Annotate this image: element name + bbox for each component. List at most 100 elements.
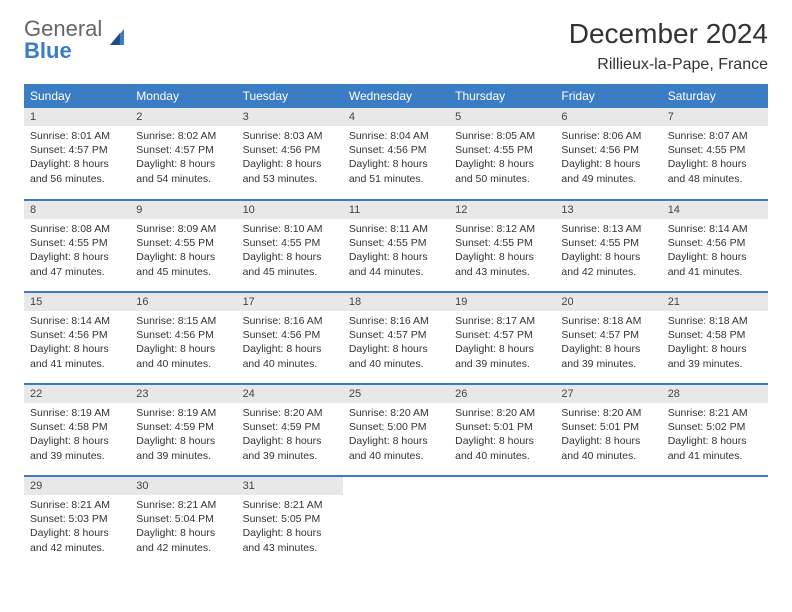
day-detail-line: Sunrise: 8:20 AM: [243, 406, 337, 420]
day-detail-line: and 39 minutes.: [136, 449, 230, 463]
calendar-day-cell: 24Sunrise: 8:20 AMSunset: 4:59 PMDayligh…: [237, 384, 343, 476]
day-detail-line: and 41 minutes.: [30, 357, 124, 371]
calendar-day-cell: 30Sunrise: 8:21 AMSunset: 5:04 PMDayligh…: [130, 476, 236, 568]
day-number: 20: [555, 293, 661, 311]
day-detail-line: Daylight: 8 hours: [243, 342, 337, 356]
day-detail-line: and 42 minutes.: [30, 541, 124, 555]
day-details: Sunrise: 8:17 AMSunset: 4:57 PMDaylight:…: [449, 311, 555, 375]
weekday-header: Tuesday: [237, 84, 343, 108]
calendar-day-cell: 6Sunrise: 8:06 AMSunset: 4:56 PMDaylight…: [555, 108, 661, 200]
day-number: 11: [343, 201, 449, 219]
calendar-day-cell: 21Sunrise: 8:18 AMSunset: 4:58 PMDayligh…: [662, 292, 768, 384]
day-detail-line: Daylight: 8 hours: [561, 434, 655, 448]
calendar-day-cell: 3Sunrise: 8:03 AMSunset: 4:56 PMDaylight…: [237, 108, 343, 200]
calendar-day-cell: 22Sunrise: 8:19 AMSunset: 4:58 PMDayligh…: [24, 384, 130, 476]
day-detail-line: Daylight: 8 hours: [136, 526, 230, 540]
day-detail-line: Sunset: 4:55 PM: [30, 236, 124, 250]
day-detail-line: Sunset: 5:04 PM: [136, 512, 230, 526]
day-details: Sunrise: 8:21 AMSunset: 5:04 PMDaylight:…: [130, 495, 236, 559]
calendar-day-cell: 16Sunrise: 8:15 AMSunset: 4:56 PMDayligh…: [130, 292, 236, 384]
day-details: Sunrise: 8:07 AMSunset: 4:55 PMDaylight:…: [662, 126, 768, 190]
calendar-day-cell: 5Sunrise: 8:05 AMSunset: 4:55 PMDaylight…: [449, 108, 555, 200]
day-detail-line: Daylight: 8 hours: [30, 250, 124, 264]
calendar-day-cell: 28Sunrise: 8:21 AMSunset: 5:02 PMDayligh…: [662, 384, 768, 476]
day-detail-line: Daylight: 8 hours: [136, 250, 230, 264]
day-details: Sunrise: 8:06 AMSunset: 4:56 PMDaylight:…: [555, 126, 661, 190]
day-number: 5: [449, 108, 555, 126]
day-detail-line: Sunrise: 8:21 AM: [30, 498, 124, 512]
day-detail-line: Sunrise: 8:08 AM: [30, 222, 124, 236]
day-detail-line: and 42 minutes.: [136, 541, 230, 555]
calendar-day-cell: 20Sunrise: 8:18 AMSunset: 4:57 PMDayligh…: [555, 292, 661, 384]
day-detail-line: Daylight: 8 hours: [243, 434, 337, 448]
day-detail-line: Daylight: 8 hours: [30, 526, 124, 540]
day-detail-line: and 40 minutes.: [243, 357, 337, 371]
day-detail-line: Sunrise: 8:14 AM: [668, 222, 762, 236]
logo-text-2: Blue: [24, 38, 72, 63]
day-number: 7: [662, 108, 768, 126]
day-details: Sunrise: 8:05 AMSunset: 4:55 PMDaylight:…: [449, 126, 555, 190]
day-detail-line: Daylight: 8 hours: [561, 157, 655, 171]
day-details: Sunrise: 8:20 AMSunset: 5:01 PMDaylight:…: [449, 403, 555, 467]
day-details: Sunrise: 8:19 AMSunset: 4:58 PMDaylight:…: [24, 403, 130, 467]
day-detail-line: Daylight: 8 hours: [455, 434, 549, 448]
header: General Blue December 2024 Rillieux-la-P…: [24, 18, 768, 74]
calendar-week-row: 1Sunrise: 8:01 AMSunset: 4:57 PMDaylight…: [24, 108, 768, 200]
day-detail-line: Sunrise: 8:02 AM: [136, 129, 230, 143]
day-detail-line: Daylight: 8 hours: [455, 342, 549, 356]
day-detail-line: and 39 minutes.: [243, 449, 337, 463]
day-number: 17: [237, 293, 343, 311]
day-detail-line: Daylight: 8 hours: [455, 157, 549, 171]
day-number: 19: [449, 293, 555, 311]
day-number: 29: [24, 477, 130, 495]
day-number: 15: [24, 293, 130, 311]
day-details: Sunrise: 8:20 AMSunset: 5:01 PMDaylight:…: [555, 403, 661, 467]
day-detail-line: Sunset: 4:57 PM: [455, 328, 549, 342]
day-detail-line: Sunset: 5:00 PM: [349, 420, 443, 434]
calendar-day-cell: [449, 476, 555, 568]
day-detail-line: Sunset: 4:57 PM: [561, 328, 655, 342]
calendar-day-cell: 7Sunrise: 8:07 AMSunset: 4:55 PMDaylight…: [662, 108, 768, 200]
day-detail-line: Daylight: 8 hours: [349, 157, 443, 171]
day-number: 18: [343, 293, 449, 311]
day-details: Sunrise: 8:14 AMSunset: 4:56 PMDaylight:…: [24, 311, 130, 375]
day-detail-line: Sunset: 4:59 PM: [136, 420, 230, 434]
calendar-table: Sunday Monday Tuesday Wednesday Thursday…: [24, 84, 768, 568]
day-detail-line: and 45 minutes.: [136, 265, 230, 279]
day-detail-line: Sunset: 5:03 PM: [30, 512, 124, 526]
calendar-day-cell: [343, 476, 449, 568]
calendar-day-cell: 25Sunrise: 8:20 AMSunset: 5:00 PMDayligh…: [343, 384, 449, 476]
day-detail-line: Daylight: 8 hours: [349, 342, 443, 356]
day-detail-line: and 40 minutes.: [349, 449, 443, 463]
day-detail-line: and 40 minutes.: [561, 449, 655, 463]
weekday-header: Thursday: [449, 84, 555, 108]
day-detail-line: and 43 minutes.: [243, 541, 337, 555]
logo-sail-icon: [106, 25, 132, 55]
calendar-day-cell: 18Sunrise: 8:16 AMSunset: 4:57 PMDayligh…: [343, 292, 449, 384]
day-detail-line: and 39 minutes.: [455, 357, 549, 371]
day-detail-line: Sunrise: 8:18 AM: [561, 314, 655, 328]
day-detail-line: Sunset: 4:55 PM: [243, 236, 337, 250]
day-detail-line: and 49 minutes.: [561, 172, 655, 186]
day-detail-line: Sunrise: 8:04 AM: [349, 129, 443, 143]
day-detail-line: Sunset: 4:56 PM: [243, 328, 337, 342]
day-detail-line: and 43 minutes.: [455, 265, 549, 279]
day-detail-line: Sunset: 4:56 PM: [243, 143, 337, 157]
day-detail-line: Sunset: 4:57 PM: [349, 328, 443, 342]
day-number: 25: [343, 385, 449, 403]
day-number: 16: [130, 293, 236, 311]
day-detail-line: Sunrise: 8:20 AM: [561, 406, 655, 420]
day-details: Sunrise: 8:09 AMSunset: 4:55 PMDaylight:…: [130, 219, 236, 283]
day-number: 6: [555, 108, 661, 126]
day-number: 28: [662, 385, 768, 403]
day-detail-line: Daylight: 8 hours: [668, 342, 762, 356]
day-detail-line: Sunset: 5:05 PM: [243, 512, 337, 526]
day-number: 21: [662, 293, 768, 311]
day-detail-line: and 48 minutes.: [668, 172, 762, 186]
calendar-day-cell: 11Sunrise: 8:11 AMSunset: 4:55 PMDayligh…: [343, 200, 449, 292]
day-details: Sunrise: 8:11 AMSunset: 4:55 PMDaylight:…: [343, 219, 449, 283]
calendar-day-cell: 9Sunrise: 8:09 AMSunset: 4:55 PMDaylight…: [130, 200, 236, 292]
day-detail-line: Sunset: 4:55 PM: [561, 236, 655, 250]
day-detail-line: and 51 minutes.: [349, 172, 443, 186]
day-detail-line: and 53 minutes.: [243, 172, 337, 186]
